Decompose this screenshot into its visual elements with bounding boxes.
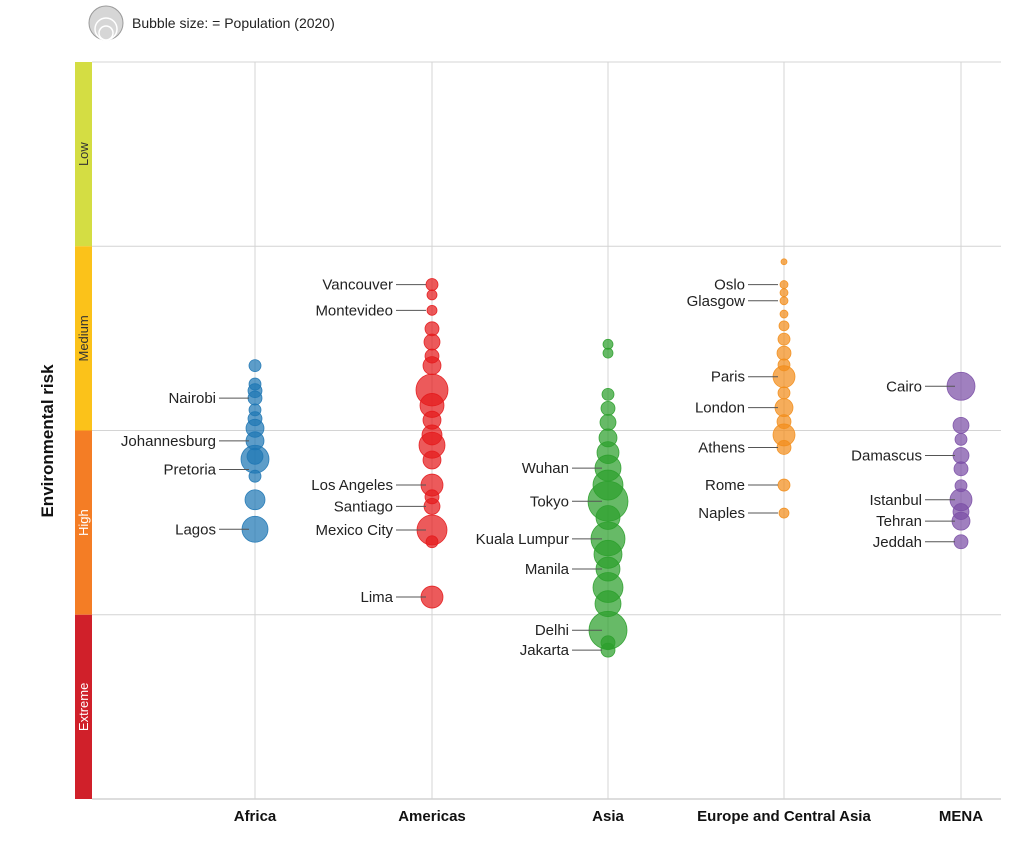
bubble-asia: [599, 413, 617, 431]
bubble-mena: [953, 534, 969, 550]
bubble-africa: [246, 447, 264, 465]
bubble-mena: [952, 416, 970, 434]
city-label-delhi: Delhi: [535, 622, 569, 639]
city-label-naples: Naples: [698, 505, 745, 522]
x-tick-europe-and-central-asia: Europe and Central Asia: [697, 808, 871, 825]
bubble-europe-and-central-asia: [777, 332, 791, 346]
city-label-cairo: Cairo: [886, 378, 922, 395]
bubble-mena: [954, 432, 968, 446]
bubble-africa: [248, 469, 262, 483]
bubble-asia: [595, 505, 621, 530]
bubble-europe-and-central-asia: [777, 478, 791, 492]
bubble-africa: [247, 390, 263, 406]
y-axis-label: Environmental risk: [38, 364, 57, 518]
city-label-tehran: Tehran: [876, 513, 922, 530]
city-label-paris: Paris: [711, 369, 745, 386]
bubble-europe-and-central-asia: [779, 280, 789, 289]
bubble-mena: [954, 479, 968, 493]
city-label-istanbul: Istanbul: [869, 492, 922, 509]
bubble-asia: [594, 590, 622, 618]
city-label-lagos: Lagos: [175, 521, 216, 538]
x-tick-asia: Asia: [592, 808, 624, 825]
city-label-santiago: Santiago: [334, 498, 393, 515]
risk-band-high: [75, 430, 92, 615]
bubble-europe-and-central-asia: [776, 414, 792, 430]
bubble-americas: [425, 278, 439, 291]
bubble-europe-and-central-asia: [776, 440, 792, 455]
bubble-mena: [952, 503, 970, 520]
city-label-wuhan: Wuhan: [522, 460, 569, 477]
x-tick-africa: Africa: [234, 808, 277, 825]
city-label-manila: Manila: [525, 561, 570, 578]
bubble-europe-and-central-asia: [777, 386, 791, 400]
grid-lines: [92, 61, 1001, 800]
bubble-africa: [248, 403, 262, 417]
bubble-asia: [602, 347, 614, 359]
city-label-johannesburg: Johannesburg: [121, 433, 216, 450]
risk-band-label: Extreme: [76, 683, 91, 731]
city-label-mexico-city: Mexico City: [315, 522, 393, 539]
bubble-europe-and-central-asia: [776, 345, 792, 361]
city-label-pretoria: Pretoria: [163, 462, 216, 479]
bubble-asia: [600, 400, 616, 416]
bubble-americas: [424, 348, 440, 364]
risk-band-extreme: [75, 614, 92, 799]
bubble-europe-and-central-asia: [779, 288, 789, 298]
city-label-oslo: Oslo: [714, 277, 745, 294]
bubble-asia: [600, 642, 616, 658]
risk-band-label: High: [76, 509, 91, 536]
bubble-americas: [423, 333, 441, 351]
x-tick-americas: Americas: [398, 808, 466, 825]
bubble-europe-and-central-asia: [779, 309, 789, 319]
risk-band-low: [75, 62, 92, 247]
city-label-damascus: Damascus: [851, 448, 922, 465]
city-label-london: London: [695, 400, 745, 417]
bubble-europe-and-central-asia: [780, 258, 788, 266]
city-label-kuala-lumpur: Kuala Lumpur: [476, 531, 569, 548]
legend: Bubble size: = Population (2020): [88, 5, 335, 41]
city-label-glasgow: Glasgow: [687, 293, 746, 310]
city-label-vancouver: Vancouver: [322, 277, 393, 294]
bubble-africa: [248, 359, 262, 373]
bubble-europe-and-central-asia: [778, 320, 790, 332]
legend-size-text: Bubble size: = Population (2020): [132, 15, 335, 31]
city-label-tokyo: Tokyo: [530, 493, 569, 510]
bubble-asia: [598, 428, 618, 448]
x-axis-ticks: Africa Americas Asia Europe and Central Asi…: [234, 808, 984, 825]
bubble-europe-and-central-asia: [777, 358, 791, 372]
city-labels: Nairobi Johannesburg Pretoria Lagos Vancouve…: [121, 277, 955, 659]
bubble-americas: [424, 489, 440, 505]
bubbles: [240, 258, 976, 658]
bubble-americas: [425, 535, 439, 549]
city-label-nairobi: Nairobi: [168, 390, 216, 407]
x-tick-mena: MENA: [939, 808, 983, 825]
city-label-montevideo: Montevideo: [315, 302, 393, 319]
bubble-americas: [424, 321, 440, 337]
bubble-americas: [426, 304, 438, 316]
nested-circles-icon: [88, 5, 124, 41]
bubble-asia: [601, 387, 615, 401]
bubble-americas: [422, 450, 442, 470]
bubble-africa: [244, 489, 266, 511]
city-label-athens: Athens: [698, 439, 745, 456]
city-label-rome: Rome: [705, 477, 745, 494]
risk-band-strip: Low Medium High Extreme: [75, 62, 92, 799]
bubble-africa: [248, 377, 262, 391]
risk-band-label: Medium: [76, 315, 91, 361]
bubble-americas: [422, 410, 442, 430]
bubble-europe-and-central-asia: [779, 296, 789, 306]
city-label-jakarta: Jakarta: [520, 642, 570, 659]
city-label-lima: Lima: [360, 589, 393, 606]
risk-band-label: Low: [76, 142, 91, 166]
bubble-americas: [426, 289, 438, 301]
city-label-jeddah: Jeddah: [873, 534, 922, 551]
bubble-mena: [953, 461, 969, 477]
risk-band-medium: [75, 246, 92, 431]
bubble-mena: [952, 447, 970, 464]
bubble-europe-and-central-asia: [778, 507, 790, 519]
city-label-los-angeles: Los Angeles: [311, 477, 393, 494]
